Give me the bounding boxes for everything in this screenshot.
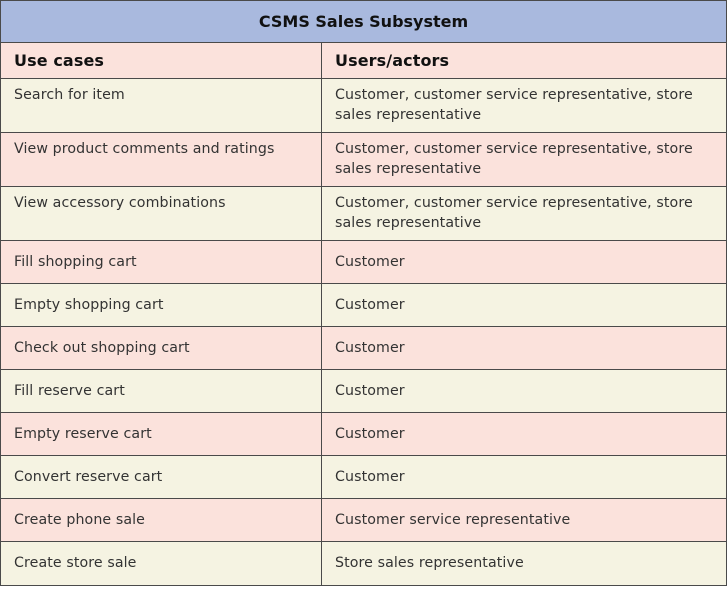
actors-cell: Customer: [335, 254, 405, 270]
use-case-cell: View product comments and ratings: [1, 133, 322, 186]
table-header-row: Use cases Users/actors: [1, 43, 726, 79]
table-title: CSMS Sales Subsystem: [1, 1, 726, 43]
actors-cell: Customer: [335, 340, 405, 356]
table-row: Empty reserve cart Customer: [1, 413, 726, 456]
table-row: Empty shopping cart Customer: [1, 284, 726, 327]
use-case-cell: Empty shopping cart: [1, 284, 322, 326]
actors-cell: Customer: [335, 297, 405, 313]
table-row: Search for item Customer, customer servi…: [1, 79, 726, 133]
use-case-cell: Create store sale: [1, 542, 322, 585]
table-row: View accessory combinations Customer, cu…: [1, 187, 726, 241]
actors-cell: Customer, customer service representativ…: [335, 141, 693, 177]
use-case-cell: View accessory combinations: [1, 187, 322, 240]
table-row: View product comments and ratings Custom…: [1, 133, 726, 187]
table-row: Create phone sale Customer service repre…: [1, 499, 726, 542]
actors-cell: Customer: [335, 426, 405, 442]
use-case-cell: Create phone sale: [1, 499, 322, 541]
actors-cell: Store sales representative: [335, 555, 524, 571]
use-case-cell: Empty reserve cart: [1, 413, 322, 455]
table-row: Create store sale Store sales representa…: [1, 542, 726, 585]
table-row: Convert reserve cart Customer: [1, 456, 726, 499]
table-row: Check out shopping cart Customer: [1, 327, 726, 370]
actors-cell: Customer, customer service representativ…: [335, 87, 693, 123]
use-case-cell: Fill reserve cart: [1, 370, 322, 412]
use-case-cell: Fill shopping cart: [1, 241, 322, 283]
use-case-cell: Search for item: [1, 79, 322, 132]
actors-cell: Customer: [335, 383, 405, 399]
header-users-actors: Users/actors: [335, 51, 450, 70]
table-row: Fill reserve cart Customer: [1, 370, 726, 413]
actors-cell: Customer service representative: [335, 512, 571, 528]
table-row: Fill shopping cart Customer: [1, 241, 726, 284]
use-case-cell: Check out shopping cart: [1, 327, 322, 369]
actors-cell: Customer: [335, 469, 405, 485]
header-use-cases: Use cases: [1, 43, 322, 78]
actors-cell: Customer, customer service representativ…: [335, 195, 693, 231]
use-case-cell: Convert reserve cart: [1, 456, 322, 498]
